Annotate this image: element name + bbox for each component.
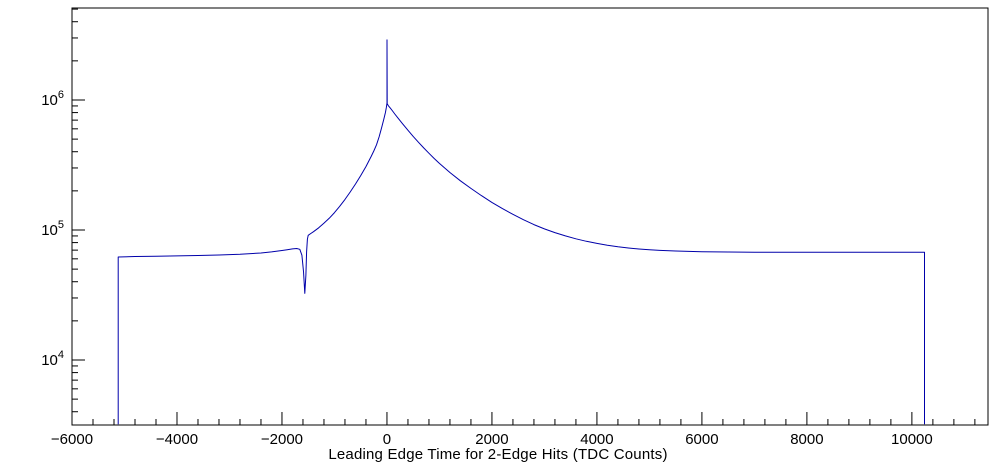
y-tick-label: 106 [41,89,64,109]
x-tick-label: −6000 [51,431,93,448]
x-tick-label: 2000 [475,431,508,448]
x-tick-label: 6000 [685,431,718,448]
y-tick-label: 105 [41,219,64,239]
x-tick-label: 10000 [891,431,933,448]
x-tick-label: −4000 [156,431,198,448]
x-tick-label: −2000 [261,431,303,448]
plot-frame [71,7,989,426]
x-tick-label: 4000 [580,431,613,448]
x-axis-title: Leading Edge Time for 2-Edge Hits (TDC C… [328,446,668,463]
x-tick-label: 0 [383,431,391,448]
histogram-line [117,39,925,425]
x-tick-label: 8000 [790,431,823,448]
y-tick-label: 104 [41,349,64,369]
